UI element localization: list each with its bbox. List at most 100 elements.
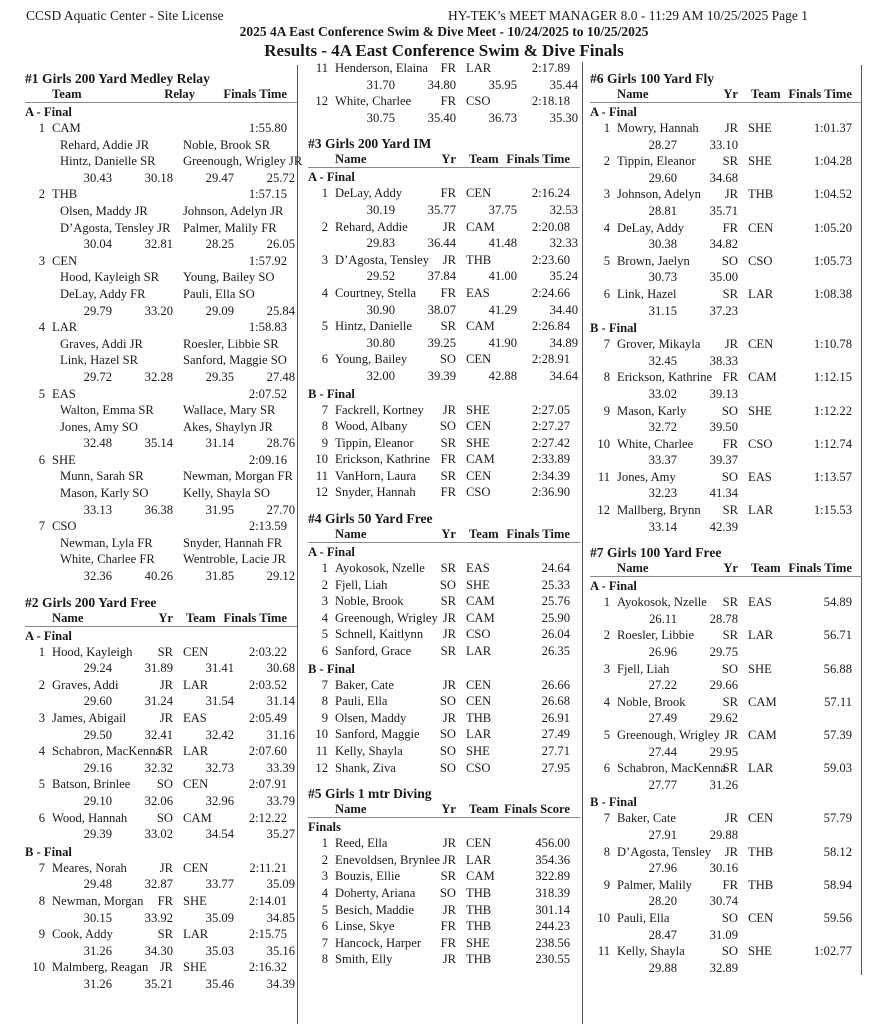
relay-swimmers-row: Newman, Lyla FR Snyder, Hannah FR	[0, 535, 300, 552]
header-yr: Yr	[723, 87, 738, 101]
section-label: B - Final	[590, 321, 637, 336]
relay-swimmer: Roesler, Libbie SR	[183, 336, 279, 351]
splits-row: 33.14 42.39	[565, 519, 865, 536]
result-row: 2 THB 1:57.15	[0, 186, 300, 203]
split-time: 31.14	[266, 694, 295, 709]
class-year: SO	[721, 944, 738, 959]
place: 8	[603, 844, 610, 859]
relay-swimmer: Palmer, Malily FR	[183, 220, 277, 235]
finals-time: 1:58.83	[248, 320, 287, 335]
finals-time: 322.89	[535, 869, 570, 884]
finals-time: 58.94	[823, 877, 852, 892]
split-time: 32.96	[205, 793, 234, 808]
split-time: 27.49	[648, 711, 677, 726]
team: CEN	[466, 468, 492, 483]
result-row: 6 SHE 2:09.16	[0, 452, 300, 469]
finals-time: 59.56	[823, 910, 852, 925]
split-time: 31.15	[648, 303, 677, 318]
splits-row: 29.79 33.20 29.09 25.84	[0, 303, 300, 320]
result-row: 10 Pauli, Ella SO CEN 59.56	[565, 910, 865, 927]
splits-row: 30.75 35.40 36.73 35.30	[283, 110, 583, 127]
split-time: 26.11	[649, 611, 677, 626]
finals-time: 2:11.21	[249, 860, 287, 875]
result-row: 6 Schabron, MacKenna SR LAR 59.03	[565, 760, 865, 777]
section-label: A - Final	[590, 579, 637, 594]
class-year: FR	[440, 186, 456, 201]
header-yr: Yr	[441, 527, 456, 542]
header-team: Team	[52, 87, 82, 101]
result-row: 7 Fackrell, Kortney JR SHE 2:27.05	[283, 402, 583, 419]
relay-swimmer: Young, Bailey SO	[183, 270, 275, 285]
split-time: 35.16	[266, 943, 295, 958]
event-title: #5 Girls 1 mtr Diving	[308, 786, 432, 802]
event-block: #3 Girls 200 Yard IM Name Yr Team Finals Tim…	[283, 135, 583, 501]
split-time: 41.00	[488, 269, 517, 284]
relay-swimmer: Hood, Kayleigh SR	[60, 270, 159, 285]
class-year: JR	[724, 844, 738, 859]
header-name: Name	[335, 152, 367, 167]
split-time: 39.25	[427, 335, 456, 350]
team: CEN	[466, 186, 492, 201]
class-year: SR	[722, 628, 738, 643]
swimmer-name: Pauli, Ella	[617, 910, 670, 925]
finals-time: 2:20.08	[531, 219, 570, 234]
relay-swimmer: Sanford, Maggie SO	[183, 353, 287, 368]
result-row: 5 Greenough, Wrigley JR CAM 57.39	[565, 727, 865, 744]
swimmer-name: Wood, Albany	[335, 419, 408, 434]
event-title: #3 Girls 200 Yard IM	[308, 136, 432, 152]
swimmer-name: Olsen, Maddy	[335, 710, 407, 725]
team: CEN	[183, 644, 209, 659]
team: CEN	[748, 220, 774, 235]
splits-row: 26.96 29.75	[565, 644, 865, 661]
split-time: 29.79	[83, 303, 112, 318]
result-row: 7 Baker, Cate JR CEN 26.66	[283, 677, 583, 694]
split-time: 27.70	[266, 502, 295, 517]
event-block: #4 Girls 50 Yard Free Name Yr Team Finals Ti…	[283, 510, 583, 776]
split-time: 35.40	[427, 110, 456, 125]
relay-team: CAM	[52, 121, 81, 135]
split-time: 27.91	[648, 827, 677, 842]
team: CAM	[466, 319, 495, 334]
split-time: 30.04	[83, 237, 112, 252]
split-time: 31.26	[709, 777, 738, 792]
event-title: #4 Girls 50 Yard Free	[308, 511, 433, 527]
swimmer-name: Brown, Jaelyn	[617, 253, 690, 268]
split-time: 29.66	[709, 678, 738, 693]
team: CAM	[466, 869, 495, 884]
finals-time: 1:13.57	[813, 469, 852, 484]
result-row: 8 D’Agosta, Tensley JR THB 58.12	[565, 844, 865, 861]
split-time: 33.79	[266, 793, 295, 808]
result-row: 4 Greenough, Wrigley JR CAM 25.90	[283, 610, 583, 627]
relay-swimmer: Link, Hazel SR	[60, 353, 138, 368]
swimmer-name: Tippin, Eleanor	[617, 154, 696, 169]
split-time: 36.73	[488, 110, 517, 125]
class-year: FR	[440, 452, 456, 467]
team: EAS	[466, 561, 490, 576]
split-time: 29.62	[709, 711, 738, 726]
split-time: 38.07	[427, 302, 456, 317]
swimmer-name: Enevoldsen, Brynlee	[335, 852, 440, 867]
place: 8	[321, 952, 328, 967]
swimmer-name: James, Abigail	[52, 711, 127, 725]
splits-row: 29.88 32.89	[565, 960, 865, 977]
swimmer-name: Mallberg, Brynn	[617, 503, 701, 518]
result-row: 10 Erickson, Kathrine FR CAM 2:33.89	[283, 451, 583, 468]
split-time: 33.02	[648, 386, 677, 401]
split-time: 29.50	[83, 727, 112, 742]
team: SHE	[748, 154, 772, 169]
class-year: JR	[442, 627, 456, 642]
split-time: 41.29	[488, 302, 517, 317]
swimmer-name: Courtney, Stella	[335, 285, 417, 300]
section-label: A - Final	[308, 170, 355, 185]
event-title: #1 Girls 200 Yard Medley Relay	[25, 71, 210, 86]
finals-time: 2:16.24	[531, 186, 570, 201]
finals-time: 2:36.90	[531, 485, 570, 500]
relay-team: LAR	[52, 320, 78, 335]
place: 4	[38, 320, 45, 335]
split-time: 32.48	[83, 436, 112, 451]
splits-row: 33.37 39.37	[565, 452, 865, 469]
class-year: FR	[440, 94, 456, 109]
result-row: 9 Palmer, Malily FR THB 58.94	[565, 877, 865, 894]
split-time: 31.41	[205, 661, 234, 676]
result-row: 9 Olsen, Maddy JR THB 26.91	[283, 710, 583, 727]
